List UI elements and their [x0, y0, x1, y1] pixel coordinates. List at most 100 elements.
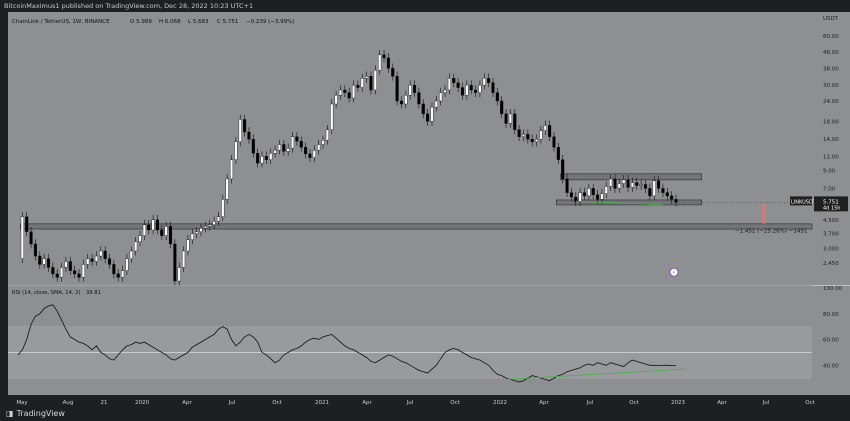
candle[interactable] — [195, 231, 199, 234]
candle[interactable] — [290, 136, 295, 149]
candle[interactable] — [643, 184, 648, 189]
candle[interactable] — [609, 178, 613, 187]
candle[interactable] — [55, 273, 59, 278]
candle[interactable] — [42, 258, 46, 265]
candle[interactable] — [295, 136, 299, 142]
candle[interactable] — [504, 113, 508, 124]
candle[interactable] — [591, 188, 595, 195]
candle[interactable] — [256, 152, 260, 164]
candle[interactable] — [604, 186, 608, 194]
candle[interactable] — [308, 153, 312, 158]
candle[interactable] — [160, 229, 164, 236]
candle[interactable] — [439, 92, 443, 102]
candle[interactable] — [565, 178, 569, 193]
candle[interactable] — [482, 78, 486, 86]
candle[interactable] — [103, 250, 107, 259]
candle[interactable] — [121, 270, 125, 278]
candle[interactable] — [535, 139, 539, 143]
candle[interactable] — [556, 147, 560, 160]
candle[interactable] — [630, 182, 634, 188]
candle[interactable] — [600, 193, 604, 200]
candle[interactable] — [639, 184, 643, 186]
candle[interactable] — [500, 100, 504, 115]
candle[interactable] — [212, 221, 216, 225]
candle[interactable] — [508, 113, 512, 124]
candle[interactable] — [81, 264, 85, 278]
candle[interactable] — [142, 224, 146, 236]
candle[interactable] — [199, 227, 203, 232]
candle[interactable] — [151, 219, 155, 231]
candle[interactable] — [264, 156, 268, 160]
candle[interactable] — [138, 235, 142, 243]
candle[interactable] — [473, 89, 478, 93]
candle[interactable] — [86, 258, 90, 265]
candle[interactable] — [277, 144, 282, 151]
candle[interactable] — [94, 255, 98, 262]
candle[interactable] — [173, 243, 177, 282]
candle[interactable] — [622, 179, 626, 184]
candle[interactable] — [46, 258, 51, 268]
candle[interactable] — [587, 188, 591, 197]
candle[interactable] — [578, 192, 582, 202]
candle[interactable] — [29, 231, 33, 245]
candle[interactable] — [116, 273, 120, 278]
candle[interactable] — [378, 54, 382, 71]
candle[interactable] — [417, 92, 421, 105]
candle[interactable] — [460, 87, 465, 96]
candle[interactable] — [190, 233, 194, 240]
candle[interactable] — [343, 89, 347, 93]
candle[interactable] — [665, 192, 669, 197]
candle[interactable] — [596, 194, 600, 200]
candle[interactable] — [129, 250, 133, 259]
candle[interactable] — [164, 226, 168, 236]
candle[interactable] — [356, 84, 360, 88]
candle[interactable] — [369, 76, 373, 91]
candle[interactable] — [478, 84, 482, 93]
candle[interactable] — [225, 178, 229, 200]
candle[interactable] — [73, 270, 77, 275]
candle[interactable] — [670, 195, 674, 200]
candle[interactable] — [238, 119, 242, 143]
candle[interactable] — [574, 196, 578, 202]
candle[interactable] — [469, 84, 473, 91]
candle[interactable] — [526, 134, 530, 140]
candle[interactable] — [360, 78, 364, 88]
candle[interactable] — [491, 82, 495, 93]
candle[interactable] — [216, 216, 221, 222]
candle[interactable] — [312, 149, 316, 158]
candle[interactable] — [247, 131, 251, 140]
candle[interactable] — [495, 92, 499, 102]
candle[interactable] — [243, 119, 247, 133]
candle[interactable] — [68, 261, 72, 271]
candle[interactable] — [203, 226, 207, 229]
candle[interactable] — [168, 226, 173, 245]
candle[interactable] — [33, 243, 37, 257]
candle[interactable] — [652, 180, 656, 197]
candle[interactable] — [182, 250, 186, 268]
candle[interactable] — [299, 141, 303, 148]
candle[interactable] — [38, 255, 42, 265]
candle[interactable] — [269, 152, 273, 160]
candle[interactable] — [365, 76, 369, 79]
candle[interactable] — [426, 113, 430, 122]
candle[interactable] — [273, 149, 277, 154]
candle[interactable] — [626, 179, 630, 188]
candle[interactable] — [155, 219, 159, 231]
candle[interactable] — [543, 125, 547, 131]
candle[interactable] — [177, 267, 181, 282]
candle[interactable] — [20, 216, 24, 259]
candle[interactable] — [447, 78, 451, 91]
candle[interactable] — [147, 224, 151, 231]
candle[interactable] — [260, 156, 264, 164]
candle[interactable] — [661, 188, 665, 193]
candle[interactable] — [229, 159, 234, 180]
candle[interactable] — [351, 84, 356, 99]
candle[interactable] — [412, 84, 417, 93]
candle[interactable] — [25, 216, 29, 232]
candle[interactable] — [434, 100, 438, 108]
candle[interactable] — [382, 54, 386, 59]
candle[interactable] — [51, 267, 55, 275]
candle[interactable] — [552, 136, 556, 148]
candle[interactable] — [465, 84, 469, 96]
candle[interactable] — [186, 239, 190, 252]
